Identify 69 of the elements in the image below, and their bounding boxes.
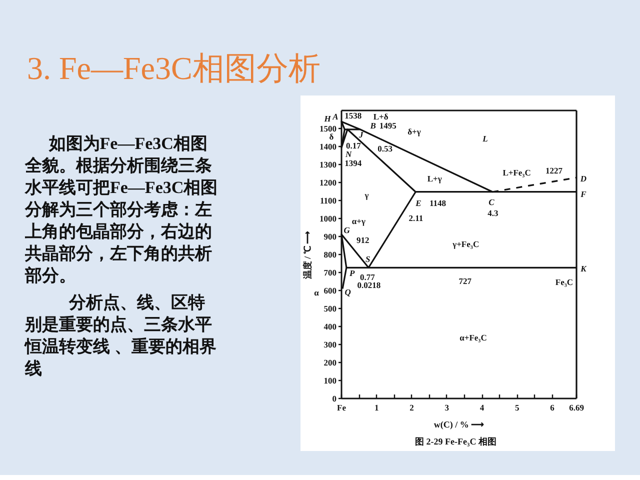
annotation: N	[344, 149, 352, 160]
annotation: 0.77	[360, 272, 376, 282]
y-tick-label: 300	[324, 340, 336, 350]
annotation: 4.3	[488, 208, 498, 218]
annotation: α+Fe₃C	[460, 332, 487, 342]
text: H	[323, 113, 332, 124]
annotation: 1538	[344, 110, 362, 121]
y-tick-label: 700	[324, 268, 336, 278]
y-axis-title: 温度 / ℃ ⟶	[302, 230, 312, 280]
y-tick-label: 500	[324, 304, 336, 314]
y-tick-label: 600	[324, 286, 336, 296]
x-tick-label: 5	[515, 402, 520, 412]
y-tick-label: 200	[324, 358, 336, 368]
annotation: Q	[344, 286, 351, 297]
chart-title: 3. Fe—Fe3C相图分析	[27, 49, 320, 88]
annotation: 0.0218	[357, 280, 381, 290]
annotation: P	[349, 268, 356, 278]
annotation: δ+γ	[408, 126, 421, 137]
annotation: γ+Fe₃C	[452, 238, 480, 249]
annotation: L+γ	[427, 174, 442, 184]
text: δ	[329, 132, 334, 142]
annotation: 0.53	[378, 143, 392, 154]
annotation: 2.11	[408, 213, 424, 224]
x-tick-label: 3	[444, 402, 450, 412]
annotation: L	[482, 134, 488, 144]
annotation: α+γ	[352, 216, 366, 226]
annotation: Fe₃C	[555, 276, 574, 287]
x-axis-title: w(C) / % ⟶	[434, 420, 484, 430]
annotation: 0.17	[346, 140, 362, 150]
x-tick-label: 1	[374, 402, 379, 412]
annotation: 912	[356, 234, 370, 245]
annotation: S	[365, 254, 370, 264]
y-tick-label: 400	[324, 322, 336, 332]
x-tick-label: Fe	[337, 402, 346, 412]
y-tick-label: 100	[324, 376, 336, 386]
text: K	[580, 264, 588, 274]
annotation: L+Fe₃C	[502, 167, 531, 178]
text: D	[579, 174, 587, 184]
text: α	[314, 287, 320, 298]
annotation: C	[488, 196, 495, 207]
annotation: 727	[458, 276, 472, 286]
text: A	[332, 111, 339, 122]
annotation: L+δ	[373, 111, 389, 122]
annotation: 1148	[429, 198, 446, 208]
y-tick-label: 900	[324, 232, 336, 242]
annotation: γ	[364, 190, 369, 200]
y-tick-label: 800	[324, 250, 336, 260]
text: 分析点、线、区特别是重要的点、三条水平恒温转变线 、重要的相界线	[25, 292, 218, 380]
text: F	[580, 189, 587, 200]
x-tick-label: 6.69	[569, 402, 584, 412]
annotation: 1394	[344, 158, 362, 168]
y-tick-label: 1100	[320, 196, 336, 206]
y-tick-label: 1500	[320, 124, 336, 134]
x-tick-label: 6	[550, 402, 554, 412]
annotation: 1495	[379, 120, 396, 130]
annotation: E	[414, 198, 422, 208]
annotation: J	[358, 130, 364, 140]
y-tick-label: 1000	[320, 214, 336, 224]
annotation: 1227	[546, 166, 564, 176]
annotation: B	[369, 120, 376, 130]
y-tick-label: 0	[332, 394, 336, 404]
y-tick-label: 1200	[320, 178, 336, 188]
y-tick-label: 1300	[320, 160, 336, 170]
text: 如图为Fe—Fe3C相图全貌。根据分析围绕三条水平线可把Fe—Fe3C相图分解为三个部分考虑：左上角的包晶部分，右边的共晶部分，左下角的共析部分。	[25, 133, 219, 287]
annotation: G	[344, 225, 351, 236]
x-tick-label: 2	[410, 402, 414, 412]
caption: 图 2-29 Fe-Fe₃C 相图	[415, 436, 496, 446]
x-tick-label: 4	[480, 402, 485, 412]
y-tick-label: 1400	[320, 142, 336, 152]
